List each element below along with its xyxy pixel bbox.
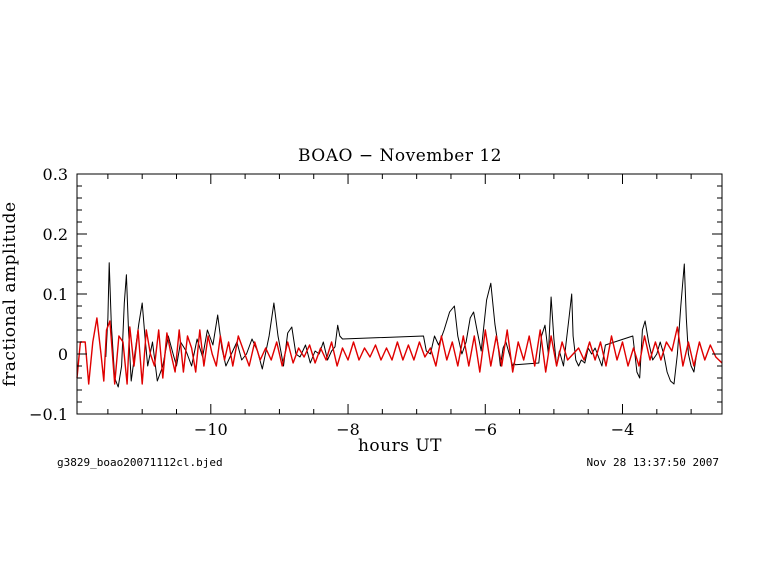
series-line-1 [76,317,723,385]
y-axis-label: fractional amplitude [0,201,20,386]
x-axis-label: hours UT [358,436,442,456]
footer-filename: g3829_boao20071112cl.bjed [57,456,223,469]
y-tick-label: 0 [58,345,68,364]
plot-frame [76,173,723,415]
y-tick-label: 0.2 [43,225,68,244]
x-tick-label: −10 [194,420,228,439]
y-tick-label: −0.1 [29,405,68,424]
series-line-0 [105,262,698,388]
x-tick-label: −4 [611,420,635,439]
chart-title: BOAO − November 12 [298,146,502,166]
y-tick-label: 0.3 [43,165,68,184]
x-tick-label: −8 [336,420,360,439]
x-tick-label: −6 [473,420,497,439]
series-layer [76,262,723,388]
y-tick-label: 0.1 [43,285,68,304]
footer-timestamp: Nov 28 13:37:50 2007 [587,456,719,469]
tick-layer: −10 −8 −6 −4 −0.1 0 0.1 0.2 0.3 [29,165,722,439]
